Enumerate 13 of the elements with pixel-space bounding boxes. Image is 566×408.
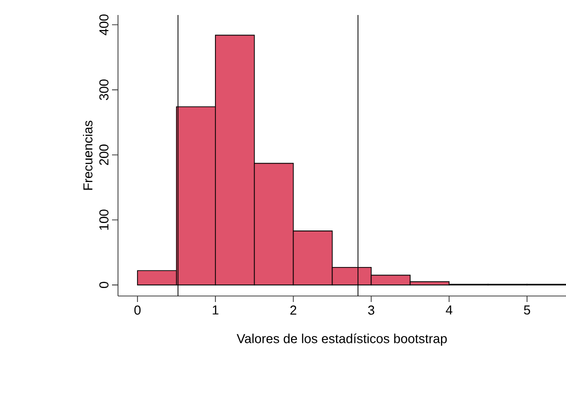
- y-axis-title: Frecuencias: [82, 120, 92, 190]
- y-tick-label: 300: [99, 80, 108, 100]
- x-tick-label: 0: [134, 306, 141, 315]
- y-tick-label: 0: [99, 282, 108, 288]
- x-axis-title: Valores de los estadísticos bootstrap: [236, 334, 447, 346]
- x-tick-label: 5: [524, 306, 530, 315]
- x-tick-label: 2: [290, 306, 296, 315]
- y-tick-label: 100: [99, 210, 108, 230]
- x-tick-label: 1: [212, 306, 218, 314]
- x-tick-label: 3: [368, 306, 374, 315]
- x-tick-label: 4: [446, 306, 452, 314]
- y-tick-label: 200: [99, 144, 108, 165]
- y-tick-label: 400: [99, 14, 108, 36]
